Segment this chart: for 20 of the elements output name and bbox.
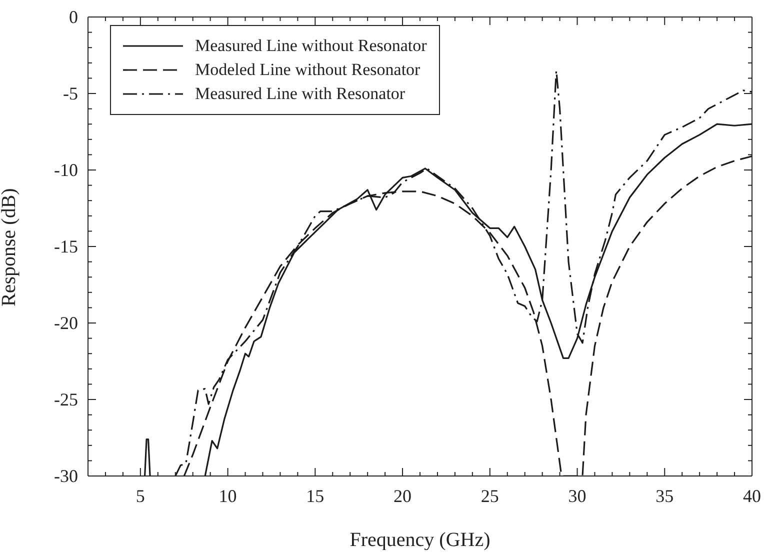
x-tick-label: 10 [218, 486, 237, 506]
legend-label: Measured Line with Resonator [195, 84, 406, 104]
x-tick-label: 30 [568, 486, 586, 506]
x-tick-label: 40 [743, 486, 761, 506]
y-tick-label: -30 [54, 466, 78, 486]
legend-label: Measured Line without Resonator [195, 36, 427, 56]
y-axis-title: Response (dB) [0, 188, 20, 306]
y-tick-label: -5 [63, 84, 78, 104]
y-tick-label: -25 [54, 390, 78, 410]
y-tick-label: -15 [54, 236, 78, 256]
x-tick-label: 20 [394, 486, 412, 506]
x-tick-label: 25 [480, 486, 499, 506]
y-tick-label: 0 [69, 7, 78, 27]
legend-label: Modeled Line without Resonator [195, 60, 420, 80]
x-axis-title: Frequency (GHz) [350, 529, 490, 551]
y-tick-label: -10 [54, 160, 78, 180]
y-tick-label: -20 [54, 313, 78, 333]
x-tick-label: 5 [136, 486, 145, 506]
x-tick-label: 35 [656, 486, 674, 506]
x-tick-label: 15 [306, 486, 324, 506]
